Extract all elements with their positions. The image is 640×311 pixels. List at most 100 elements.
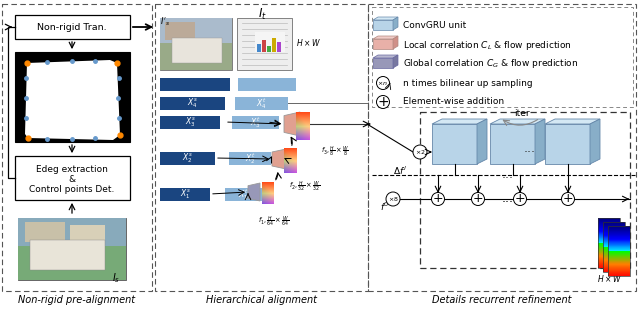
Bar: [18, 218, 126, 280]
Polygon shape: [432, 119, 487, 124]
Text: Non-rigid Tran.: Non-rigid Tran.: [37, 22, 107, 31]
Bar: [237, 18, 292, 70]
Text: $X_3^s$: $X_3^s$: [184, 116, 195, 129]
Polygon shape: [545, 119, 600, 124]
Bar: [70, 225, 105, 242]
Text: +: +: [563, 193, 573, 206]
Bar: [160, 152, 215, 165]
Text: +: +: [433, 193, 444, 206]
Text: $\times$2: $\times$2: [415, 148, 426, 156]
Text: $I'_s$: $I'_s$: [160, 16, 170, 28]
Text: +: +: [377, 95, 389, 109]
Polygon shape: [490, 124, 535, 164]
Bar: [155, 4, 368, 291]
Text: $X_2^s$: $X_2^s$: [182, 152, 193, 165]
Circle shape: [413, 145, 427, 159]
Text: Control points Det.: Control points Det.: [29, 184, 115, 193]
Bar: [2, 4, 152, 291]
Text: Non-rigid pre-alignment: Non-rigid pre-alignment: [19, 295, 136, 305]
Circle shape: [376, 77, 390, 90]
Text: ConvGRU unit: ConvGRU unit: [403, 21, 467, 30]
Text: $f_3,\frac{H}{8}\times\frac{W}{8}$: $f_3,\frac{H}{8}\times\frac{W}{8}$: [321, 145, 349, 159]
Text: $H \times W$: $H \times W$: [296, 36, 321, 48]
Text: $f_2,\frac{H}{32}\times\frac{W}{32}$: $f_2,\frac{H}{32}\times\frac{W}{32}$: [289, 180, 321, 194]
Text: $\times n$: $\times n$: [376, 79, 387, 87]
Bar: [603, 222, 625, 272]
Bar: [368, 4, 636, 291]
Text: Edeg extraction: Edeg extraction: [36, 165, 108, 174]
Polygon shape: [373, 39, 393, 49]
Text: $X_4^t$: $X_4^t$: [256, 96, 267, 111]
Text: $X_3^t$: $X_3^t$: [250, 115, 260, 130]
Bar: [160, 188, 210, 201]
Text: n times bilinear up sampling: n times bilinear up sampling: [403, 78, 532, 87]
Text: Hierarchical alignment: Hierarchical alignment: [207, 295, 317, 305]
Polygon shape: [545, 124, 590, 164]
Polygon shape: [490, 119, 545, 124]
Polygon shape: [373, 36, 398, 39]
Bar: [272, 38, 276, 52]
Bar: [15, 156, 130, 200]
Bar: [160, 18, 232, 43]
Bar: [25, 222, 65, 242]
Bar: [160, 18, 232, 70]
Text: $\Delta f^l$: $\Delta f^l$: [393, 165, 407, 177]
Bar: [262, 40, 266, 52]
Bar: [160, 78, 230, 91]
Bar: [165, 22, 195, 40]
Circle shape: [376, 95, 390, 109]
Bar: [18, 218, 126, 246]
Circle shape: [431, 193, 445, 206]
Circle shape: [561, 193, 575, 206]
Text: $f^0$: $f^0$: [380, 201, 390, 213]
Polygon shape: [393, 36, 398, 49]
Polygon shape: [393, 17, 398, 30]
Text: $X_1^t$: $X_1^t$: [238, 187, 249, 202]
Bar: [160, 43, 232, 70]
Bar: [160, 97, 225, 110]
Text: Global correlation $C_G$ & flow prediction: Global correlation $C_G$ & flow predicti…: [403, 58, 579, 71]
Text: Local correlation $C_L$ & flow prediction: Local correlation $C_L$ & flow predictio…: [403, 39, 572, 52]
Circle shape: [513, 193, 527, 206]
Polygon shape: [590, 119, 600, 164]
Text: $I_s$: $I_s$: [112, 271, 120, 285]
Polygon shape: [373, 58, 393, 68]
Bar: [238, 78, 296, 91]
Polygon shape: [535, 119, 545, 164]
Bar: [18, 246, 126, 280]
Bar: [608, 226, 630, 276]
Bar: [172, 38, 222, 63]
Circle shape: [472, 193, 484, 206]
Text: $H \times W$: $H \times W$: [596, 272, 621, 284]
Polygon shape: [373, 55, 398, 58]
Bar: [257, 44, 261, 52]
Bar: [30, 240, 105, 270]
Text: ...: ...: [524, 142, 536, 155]
Text: $X_4^s$: $X_4^s$: [187, 97, 198, 110]
Text: $\times$8: $\times$8: [388, 195, 398, 203]
Bar: [15, 52, 130, 142]
Bar: [160, 116, 220, 129]
Text: ...: ...: [502, 193, 514, 206]
Bar: [232, 116, 279, 129]
Bar: [372, 7, 633, 107]
Polygon shape: [25, 60, 120, 140]
Text: +: +: [515, 193, 525, 206]
Polygon shape: [272, 149, 286, 169]
Bar: [255, 32, 285, 52]
Circle shape: [386, 192, 400, 206]
Text: Details recurrent refinement: Details recurrent refinement: [432, 295, 572, 305]
Text: $X_1^s$: $X_1^s$: [180, 188, 191, 201]
Polygon shape: [432, 124, 477, 164]
Text: +: +: [473, 193, 483, 206]
Bar: [598, 218, 620, 268]
Polygon shape: [373, 17, 398, 20]
Text: Element-wise addition: Element-wise addition: [403, 98, 504, 106]
Text: $X_2^t$: $X_2^t$: [244, 151, 255, 166]
Polygon shape: [284, 112, 300, 136]
Bar: [277, 42, 281, 52]
Text: $f_1,\frac{H}{64}\times\frac{W}{64}$: $f_1,\frac{H}{64}\times\frac{W}{64}$: [258, 215, 290, 229]
Bar: [235, 97, 288, 110]
Polygon shape: [393, 55, 398, 68]
Polygon shape: [373, 20, 393, 30]
